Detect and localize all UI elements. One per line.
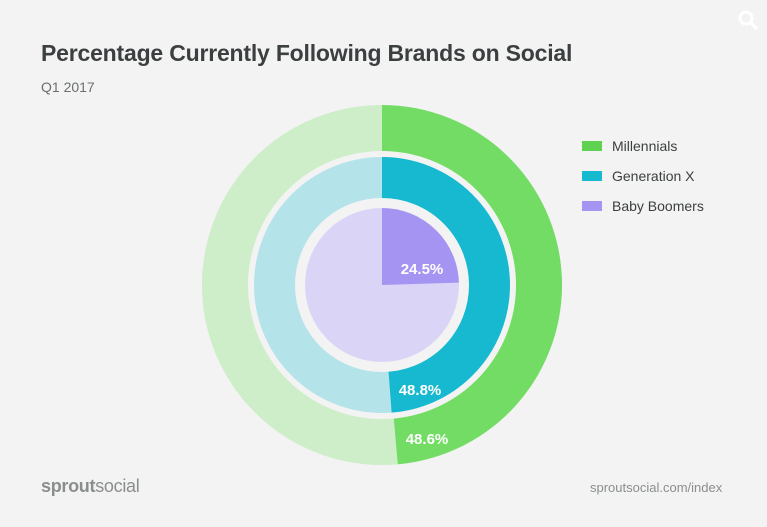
brand-logo-part2: social	[95, 476, 140, 496]
brand-logo-part1: sprout	[41, 476, 96, 496]
rings-group	[202, 105, 563, 465]
source-link[interactable]: sproutsocial.com/index	[590, 480, 723, 495]
chart-subtitle: Q1 2017	[41, 79, 95, 95]
legend-label-millennials: Millennials	[612, 138, 678, 154]
chart-title: Percentage Currently Following Brands on…	[41, 40, 573, 66]
legend-swatch-millennials	[582, 141, 602, 151]
value-label-baby-boomers: 24.5%	[401, 261, 444, 278]
ring-arc-generation-x[interactable]	[382, 154, 514, 416]
value-labels-group: 48.6% 48.8% 24.5%	[399, 261, 449, 448]
ring-separator	[295, 198, 469, 372]
ring-separator	[248, 151, 516, 419]
legend-label-baby-boomers: Baby Boomers	[612, 198, 704, 214]
ring-arc-millennials[interactable]	[382, 105, 563, 465]
legend-swatch-generation-x	[582, 171, 602, 181]
search-icon[interactable]	[737, 9, 759, 31]
ring-arc-baby-boomers[interactable]	[382, 204, 463, 285]
legend-item-baby-boomers[interactable]: Baby Boomers	[582, 191, 704, 221]
brand-logo: sproutsocial	[41, 476, 140, 497]
value-label-millennials: 48.6%	[406, 431, 449, 448]
value-label-generation-x: 48.8%	[399, 382, 442, 399]
legend-item-generation-x[interactable]: Generation X	[582, 161, 704, 191]
legend: Millennials Generation X Baby Boomers	[582, 131, 704, 221]
legend-label-generation-x: Generation X	[612, 168, 695, 184]
legend-item-millennials[interactable]: Millennials	[582, 131, 704, 161]
legend-swatch-baby-boomers	[582, 201, 602, 211]
